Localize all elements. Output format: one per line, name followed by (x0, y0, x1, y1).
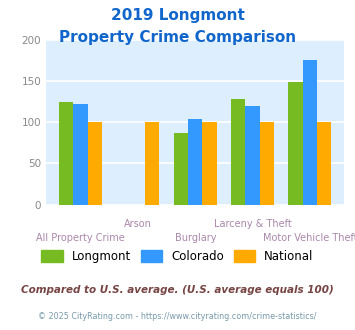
Text: 2019 Longmont: 2019 Longmont (110, 8, 245, 23)
Bar (303, 60, 317, 205)
Text: © 2025 CityRating.com - https://www.cityrating.com/crime-statistics/: © 2025 CityRating.com - https://www.city… (38, 312, 317, 321)
Bar (260, 122, 274, 205)
Bar (245, 106, 260, 205)
Text: Motor Vehicle Theft: Motor Vehicle Theft (263, 233, 355, 243)
Legend: Longmont, Colorado, National: Longmont, Colorado, National (37, 245, 318, 268)
Bar (202, 122, 217, 205)
Bar (231, 99, 245, 205)
Bar (59, 102, 73, 205)
Bar (317, 122, 332, 205)
Bar (88, 122, 102, 205)
Bar (73, 104, 88, 205)
Text: All Property Crime: All Property Crime (36, 233, 125, 243)
Text: Compared to U.S. average. (U.S. average equals 100): Compared to U.S. average. (U.S. average … (21, 285, 334, 295)
Text: Larceny & Theft: Larceny & Theft (214, 219, 291, 229)
Bar (145, 122, 159, 205)
Text: Arson: Arson (124, 219, 152, 229)
Text: Property Crime Comparison: Property Crime Comparison (59, 30, 296, 45)
Bar (288, 82, 303, 205)
Bar (174, 133, 188, 205)
Bar (188, 119, 202, 205)
Text: Burglary: Burglary (175, 233, 216, 243)
